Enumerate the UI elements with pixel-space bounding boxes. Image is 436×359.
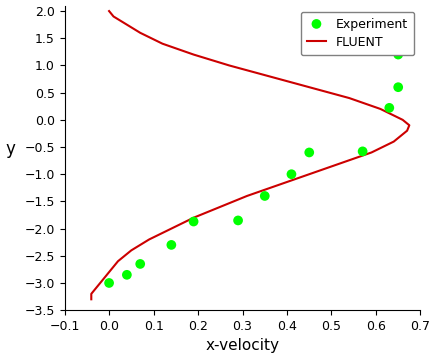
Experiment: [386, 29, 393, 34]
FLUENT: [138, 31, 143, 35]
FLUENT: [89, 294, 94, 299]
FLUENT: [218, 205, 223, 209]
Experiment: [359, 149, 366, 154]
FLUENT: [89, 292, 94, 296]
FLUENT: [116, 259, 121, 264]
FLUENT: [276, 183, 281, 187]
FLUENT: [120, 20, 125, 24]
FLUENT: [307, 172, 312, 176]
FLUENT: [266, 74, 272, 79]
FLUENT: [89, 297, 94, 302]
FLUENT: [106, 270, 112, 274]
FLUENT: [160, 42, 165, 46]
Experiment: [386, 18, 393, 23]
FLUENT: [369, 150, 374, 155]
Experiment: [386, 20, 393, 26]
Experiment: [137, 261, 144, 267]
FLUENT: [227, 63, 232, 67]
Experiment: [123, 272, 130, 278]
Experiment: [168, 242, 175, 248]
Line: FLUENT: FLUENT: [91, 11, 409, 299]
FLUENT: [169, 227, 174, 231]
FLUENT: [129, 248, 134, 252]
FLUENT: [98, 281, 103, 285]
Experiment: [395, 52, 402, 57]
Experiment: [306, 150, 313, 155]
FLUENT: [378, 107, 383, 111]
Experiment: [386, 105, 393, 111]
Experiment: [106, 280, 112, 286]
FLUENT: [191, 52, 196, 57]
FLUENT: [111, 14, 116, 19]
Experiment: [390, 42, 397, 48]
Experiment: [261, 193, 268, 199]
Experiment: [190, 219, 197, 224]
Experiment: [235, 218, 242, 223]
Experiment: [288, 171, 295, 177]
FLUENT: [338, 161, 343, 165]
FLUENT: [407, 123, 412, 127]
FLUENT: [347, 96, 352, 100]
Experiment: [395, 84, 402, 90]
Legend: Experiment, FLUENT: Experiment, FLUENT: [301, 12, 414, 55]
FLUENT: [146, 237, 152, 242]
FLUENT: [244, 194, 249, 198]
FLUENT: [400, 118, 405, 122]
FLUENT: [106, 9, 112, 13]
FLUENT: [307, 85, 312, 89]
FLUENT: [93, 286, 99, 290]
FLUENT: [405, 129, 410, 133]
FLUENT: [391, 139, 396, 144]
FLUENT: [191, 215, 196, 220]
Y-axis label: y: y: [6, 140, 15, 158]
X-axis label: x-velocity: x-velocity: [205, 339, 279, 354]
